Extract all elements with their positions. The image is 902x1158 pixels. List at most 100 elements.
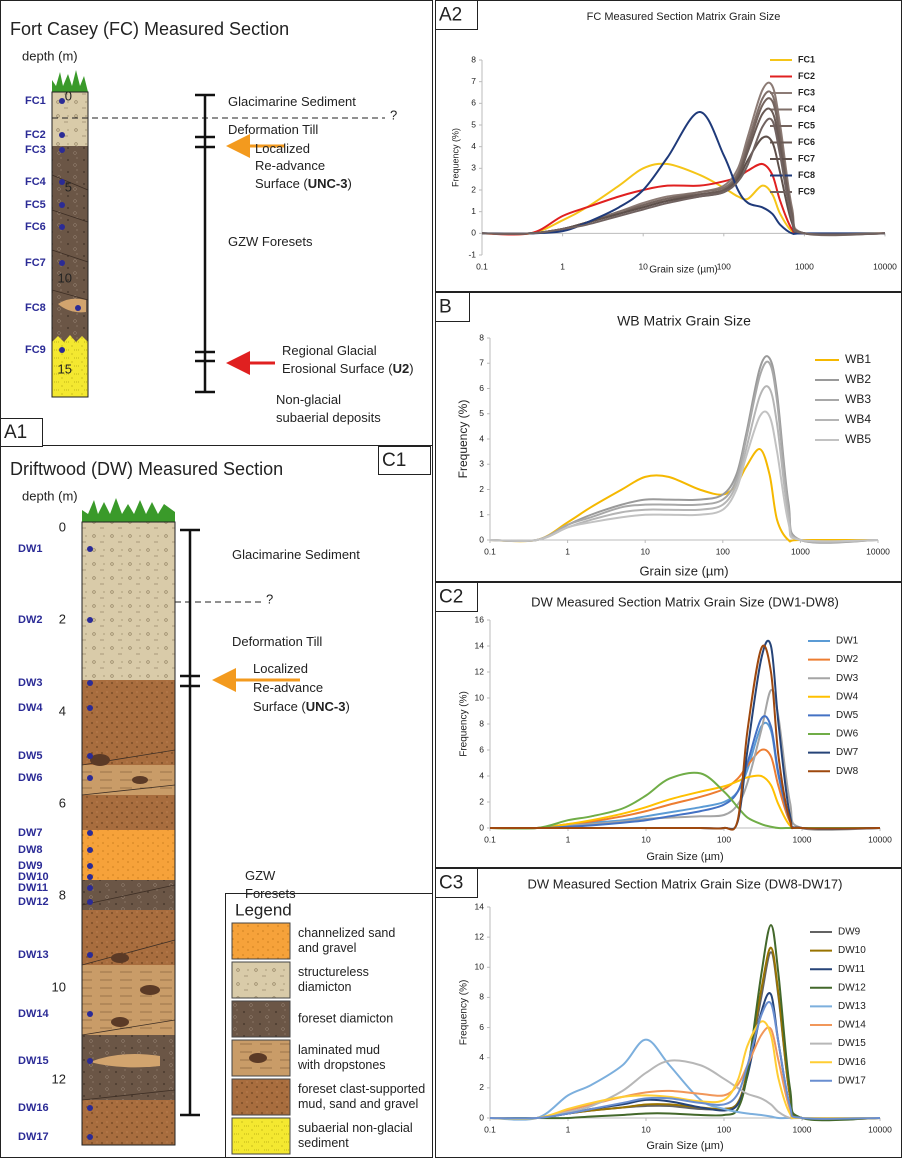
sample-label: FC2 (25, 129, 46, 141)
legend-label: laminated mud (298, 1043, 380, 1057)
layer (82, 1035, 175, 1100)
series-line (489, 410, 879, 543)
annotation-run: Deformation Till (232, 634, 322, 649)
chart-title: DW Measured Section Matrix Grain Size (D… (531, 594, 839, 609)
depth-axis-label: depth (m) (22, 48, 78, 63)
legend-swatches (231, 922, 291, 1155)
x-tick-label: 100 (717, 261, 731, 271)
legend-label: FC8 (798, 170, 815, 180)
legend-label: DW1 (836, 636, 859, 647)
depth-tick-label: 4 (59, 703, 66, 718)
legend-label: DW4 (836, 691, 859, 702)
sample-point (87, 617, 93, 623)
sample-point (75, 305, 81, 311)
y-tick-label: 6 (479, 1022, 484, 1032)
legend-label: DW7 (836, 747, 859, 758)
series-line (481, 117, 886, 236)
x-tick-label: 1 (566, 1124, 571, 1134)
annotation-run: GZW Foresets (228, 234, 313, 249)
annotation: GZW Foresets (228, 234, 313, 249)
sample-label: FC8 (25, 302, 46, 314)
legend-label: FC9 (798, 186, 815, 196)
annotation: Deformation Till (232, 634, 322, 649)
dropstone (111, 953, 129, 963)
y-tick-label: 5 (479, 408, 484, 418)
y-tick-label: 1 (479, 509, 484, 519)
sample-point (87, 863, 93, 869)
dropstone (132, 776, 148, 784)
sample-point (87, 546, 93, 552)
annotation: subaerial deposits (276, 410, 381, 425)
panel-frame (435, 0, 902, 292)
x-tick-label: 1000 (793, 834, 812, 844)
y-axis-label: Frequency (%) (456, 400, 470, 479)
annotation: Non-glacial (276, 392, 341, 407)
dropstone (249, 1053, 267, 1063)
layer (82, 765, 175, 795)
sample-label: DW5 (18, 750, 42, 762)
series-line (489, 946, 881, 1121)
legend-label: FC1 (798, 54, 815, 64)
unit-bracket (180, 528, 200, 1117)
y-tick-label: 8 (479, 718, 484, 728)
series-line (489, 1026, 881, 1120)
series-line (489, 924, 881, 1122)
annotation-run: Erosional Surface ( (282, 361, 393, 376)
annotation: Surface (UNC-3) (255, 176, 352, 191)
annotation-run: U2 (393, 361, 410, 376)
y-tick-label: 2 (479, 796, 484, 806)
x-tick-label: 0.1 (484, 546, 496, 556)
y-tick-label: 8 (471, 54, 476, 64)
layer (82, 795, 175, 830)
sample-label: DW15 (18, 1055, 49, 1067)
x-axis-label: Grain Size (µm) (646, 851, 723, 863)
sample-label: DW7 (18, 827, 42, 839)
legend-label: foreset clast-supported (298, 1082, 425, 1096)
panel-label: C1 (382, 450, 406, 471)
depth-tick-label: 0 (59, 519, 66, 534)
sample-label: DW17 (18, 1131, 49, 1143)
legend-label: FC3 (798, 87, 815, 97)
y-tick-label: 2 (471, 184, 476, 194)
x-tick-label: 1000 (795, 261, 814, 271)
sample-label: DW10 (18, 871, 49, 883)
y-tick-label: 4 (471, 141, 476, 151)
sample-point (87, 705, 93, 711)
sample-label: FC1 (25, 95, 46, 107)
y-axis-label: Frequency (%) (459, 980, 470, 1046)
legend-label: mud, sand and gravel (298, 1097, 418, 1111)
y-tick-label: 7 (479, 358, 484, 368)
y-tick-label: 16 (475, 614, 485, 624)
layer (82, 680, 175, 765)
x-tick-label: 10000 (868, 1124, 892, 1134)
y-tick-label: 14 (475, 901, 485, 911)
annotation-run: ) (347, 176, 351, 191)
layer (82, 1100, 175, 1145)
x-tick-label: 1 (566, 834, 571, 844)
sample-point (59, 147, 65, 153)
panel-frame (435, 292, 902, 582)
y-tick-label: 0 (479, 534, 484, 544)
sample-point (87, 680, 93, 686)
sample-point (87, 952, 93, 958)
depth-tick-label: 10 (58, 270, 72, 285)
question-mark: ? (266, 591, 273, 606)
sample-label: DW1 (18, 543, 42, 555)
question-mark: ? (390, 107, 397, 122)
y-tick-label: 4 (479, 1052, 484, 1062)
sample-label: FC5 (25, 199, 46, 211)
panel-label-box (435, 292, 470, 322)
legend-label: DW16 (838, 1057, 866, 1068)
panel-label-box (435, 582, 478, 612)
y-axis-label: Frequency (%) (450, 128, 460, 187)
series-line (489, 771, 880, 830)
legend-label: WB3 (845, 392, 871, 406)
legend-label: foreset diamicton (298, 1011, 393, 1025)
y-tick-label: 10 (475, 692, 485, 702)
panel-label: B (439, 297, 452, 318)
legend-label: DW6 (836, 729, 859, 740)
x-tick-label: 0.1 (484, 1124, 496, 1134)
sample-label: DW2 (18, 614, 42, 626)
series-line (489, 385, 879, 543)
